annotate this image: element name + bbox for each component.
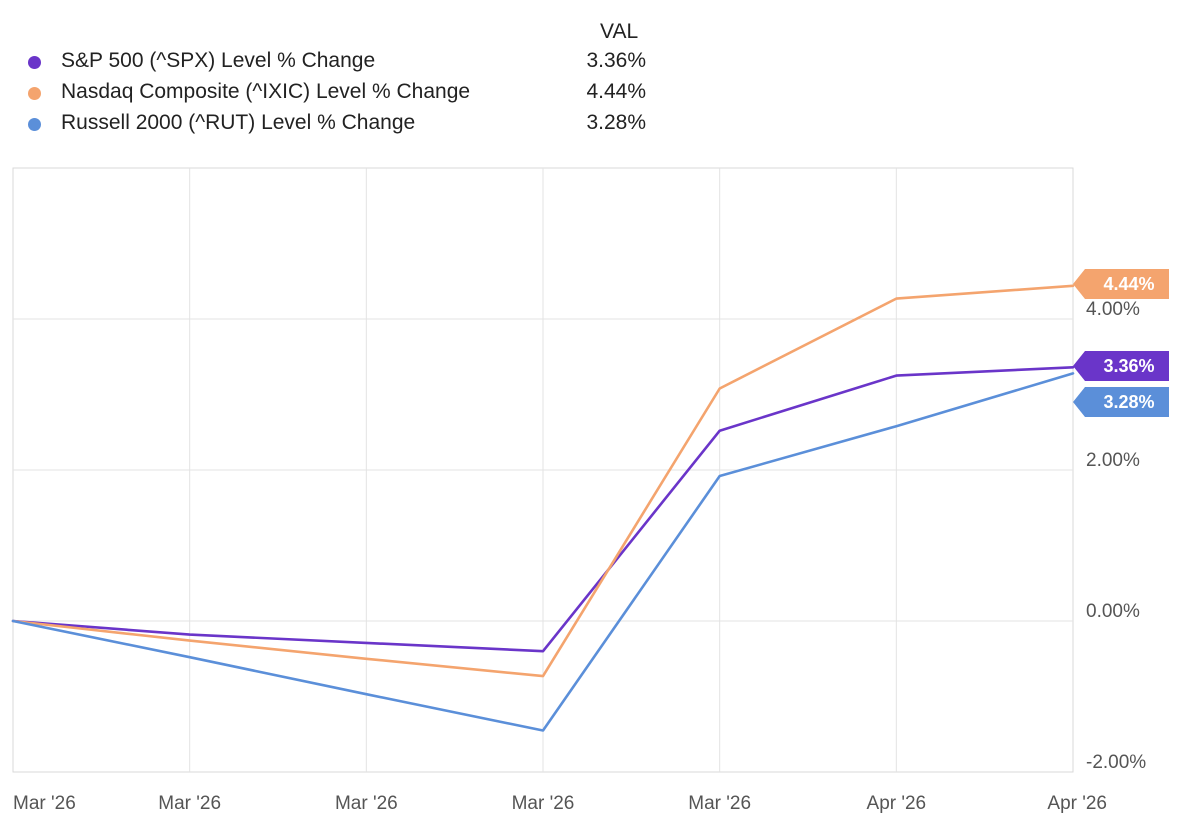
legend-label-rut: Russell 2000 (^RUT) Level % Change <box>61 111 416 134</box>
x-tick-label: Mar '26 <box>158 793 221 814</box>
legend-swatch-spx <box>28 56 41 69</box>
legend-item-ixic[interactable]: Nasdaq Composite (^IXIC) Level % Change … <box>28 80 668 110</box>
end-label-text-rut: 3.28% <box>1103 392 1154 412</box>
y-tick-label: 0.00% <box>1086 601 1140 622</box>
x-tick-label: Apr '26 <box>1047 793 1107 814</box>
x-tick-label: Mar '26 <box>688 793 751 814</box>
end-label-flag-rut <box>1073 387 1169 417</box>
end-label-text-ixic: 4.44% <box>1103 274 1154 294</box>
legend-value-header: VAL <box>600 20 639 43</box>
legend-value-spx: 3.36% <box>586 49 646 72</box>
chart-legend: VAL S&P 500 (^SPX) Level % Change 3.36% … <box>0 0 700 150</box>
end-label-text-spx: 3.36% <box>1103 356 1154 376</box>
legend-value-rut: 3.28% <box>586 111 646 134</box>
end-label-flag-spx <box>1073 351 1169 381</box>
y-tick-label: 2.00% <box>1086 450 1140 471</box>
y-tick-label: -2.00% <box>1086 752 1146 773</box>
legend-swatch-ixic <box>28 87 41 100</box>
legend-item-spx[interactable]: S&P 500 (^SPX) Level % Change 3.36% <box>28 49 668 79</box>
series-line-spx <box>11 365 1075 653</box>
x-tick-label: Apr '26 <box>867 793 927 814</box>
y-tick-label: 4.00% <box>1086 299 1140 320</box>
legend-label-spx: S&P 500 (^SPX) Level % Change <box>61 49 376 72</box>
x-tick-label: Mar '26 <box>335 793 398 814</box>
series-line-rut <box>11 372 1075 732</box>
series-line-ixic <box>11 284 1075 678</box>
legend-swatch-rut <box>28 118 41 131</box>
legend-item-rut[interactable]: Russell 2000 (^RUT) Level % Change 3.28% <box>28 111 668 141</box>
x-tick-label: Mar '26 <box>13 793 76 814</box>
x-tick-label: Mar '26 <box>512 793 575 814</box>
legend-label-ixic: Nasdaq Composite (^IXIC) Level % Change <box>61 80 471 103</box>
legend-value-ixic: 4.44% <box>586 80 646 103</box>
end-label-flag-ixic <box>1073 269 1169 299</box>
